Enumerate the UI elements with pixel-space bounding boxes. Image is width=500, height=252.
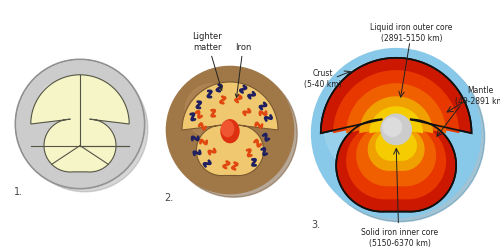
Circle shape	[17, 62, 143, 187]
Polygon shape	[31, 76, 129, 172]
Circle shape	[38, 83, 122, 166]
Circle shape	[323, 61, 446, 183]
Text: 3.: 3.	[312, 219, 320, 229]
Circle shape	[316, 53, 484, 222]
Ellipse shape	[222, 121, 234, 137]
Circle shape	[166, 67, 294, 194]
Text: Mantle
(40-2891 km): Mantle (40-2891 km)	[455, 85, 500, 105]
Polygon shape	[346, 84, 446, 186]
Text: Liquid iron outer core
(2891-5150 km): Liquid iron outer core (2891-5150 km)	[370, 23, 452, 43]
Polygon shape	[326, 91, 354, 126]
Circle shape	[15, 60, 145, 189]
Circle shape	[170, 71, 297, 197]
Text: Solid iron inner core
(5150-6370 km): Solid iron inner core (5150-6370 km)	[362, 227, 438, 247]
Polygon shape	[182, 83, 278, 176]
Circle shape	[185, 84, 239, 138]
Text: Crust
(5-40 km): Crust (5-40 km)	[304, 69, 342, 88]
Circle shape	[312, 49, 481, 218]
Polygon shape	[369, 107, 423, 161]
Ellipse shape	[338, 167, 361, 184]
Circle shape	[40, 83, 78, 121]
Polygon shape	[333, 71, 459, 200]
Text: 1.: 1.	[14, 186, 23, 196]
Circle shape	[383, 118, 402, 137]
Circle shape	[17, 62, 143, 187]
Circle shape	[17, 62, 143, 187]
Ellipse shape	[221, 120, 239, 143]
Text: Iron: Iron	[235, 43, 252, 98]
Circle shape	[22, 67, 148, 192]
Circle shape	[381, 114, 412, 145]
Text: Lighter
matter: Lighter matter	[192, 32, 222, 91]
Polygon shape	[359, 97, 433, 171]
Polygon shape	[321, 58, 472, 212]
Text: 2.: 2.	[164, 192, 173, 202]
